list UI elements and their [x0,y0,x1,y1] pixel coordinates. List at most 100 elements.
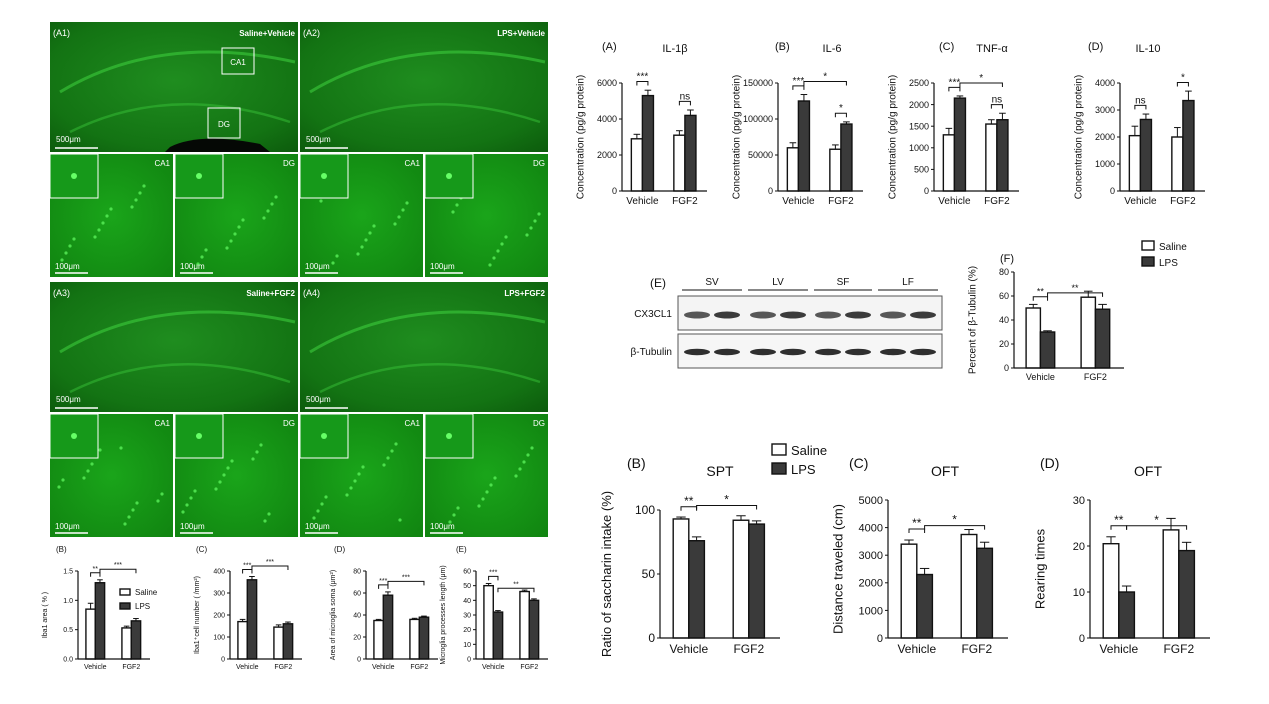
inset-cell [446,433,452,439]
bar-lps [916,573,934,639]
microglia-cell [529,226,533,230]
bar-saline [1162,529,1180,639]
y-tick-label: 4000 [1095,78,1115,88]
chart-cx3cl1: (F) 0 20 40 60 80 Vehicle FGF2 Percent of β-Tubu… [968,240,1187,382]
chart-panel-label: (B) [56,545,67,554]
zoom-image-dg: DG 100μm [424,153,548,277]
significance-bracket [636,81,649,86]
scale-label-100: 100μm [305,522,330,531]
microglia-cell [142,184,146,188]
microglia-cell [335,254,339,258]
bar-saline [960,533,978,639]
y-tick-label: 0 [221,656,225,663]
chart-il10: (D) IL-10 0 1000 2000 3000 4000 Vehicle FGF2 Conc… [1074,41,1205,207]
microglia-cell [393,222,397,226]
bar-saline [786,147,800,192]
y-tick-label: 60 [353,590,361,597]
zoom-image-ca1: CA1 100μm [49,153,173,277]
y-axis-label: Area of microglia soma (μm²) [330,570,337,660]
y-tick-label: 0 [1004,363,1009,373]
microglia-cell [57,485,61,489]
significance-label: ns [1135,95,1146,106]
microglia-cell [530,446,534,450]
y-tick-label: 200 [213,612,225,619]
band-tubulin [845,348,871,356]
x-tick-label: Vehicle [482,664,505,671]
significance-bracket [924,525,986,530]
western-panel-label: (E) [650,276,666,290]
microglia-cell [500,242,504,246]
protein-label-tubulin: β-Tubulin [630,347,672,358]
microglia-cell [230,459,234,463]
x-tick-label: Vehicle [236,664,259,671]
bar-saline [732,519,750,639]
microglia-cell [451,210,455,214]
x-tick-label: FGF2 [828,196,854,207]
y-tick-label: 0 [648,631,655,645]
zoom-image-dg: DG 100μm [424,413,548,537]
lane-label-sf: SF [837,277,850,288]
microglia-cell [386,456,390,460]
zoom-region-label: DG [283,159,295,168]
chart-panel-label: (C) [196,545,207,554]
zoom-region-label: DG [533,159,545,168]
microglia-cell [98,448,102,452]
bar-saline [1128,134,1142,192]
x-tick-label: FGF2 [1084,372,1107,382]
zoom-region-label: CA1 [404,419,420,428]
scale-label-100: 100μm [430,522,455,531]
microglia-cell [82,476,86,480]
chart-panel-label: (A) [602,41,617,53]
band-tubulin [780,348,806,356]
significance-bracket [488,575,499,581]
chart-panel-label: (D) [1040,455,1059,471]
microglia-cell [229,239,233,243]
group-label: Saline+FGF2 [246,289,295,298]
x-tick-label: Vehicle [1099,642,1138,656]
significance-bracket [90,572,101,577]
scale-label-100: 100μm [180,522,205,531]
bar-lps [282,623,294,660]
band-tubulin [880,348,906,356]
zoom-region-label: DG [283,419,295,428]
microglia-cell [525,233,529,237]
microglia-cell [233,232,237,236]
y-axis-label: Rearing times [1032,528,1047,609]
bar-lps [953,97,967,192]
band-cx3cl1 [815,311,841,319]
y-tick-label: 400 [213,568,225,575]
significance-bracket [990,104,1003,109]
significance-bracket [678,100,691,106]
panel-label: (A2) [303,28,320,38]
microglia-cell [397,215,401,219]
significance-bracket [792,85,805,90]
bar-lps [94,582,106,660]
bar-lps [1178,549,1196,639]
microglia-cell [481,497,485,501]
microglia-cell [372,224,376,228]
band-cx3cl1 [750,311,776,319]
x-tick-label: Vehicle [1124,196,1157,207]
bar-lps [1118,591,1136,639]
significance-label: ns [680,91,691,102]
y-axis-label: Microglia processes length (μm) [440,565,447,664]
significance-label: * [1154,513,1159,527]
bar-lps [976,547,994,639]
legend-swatch-lps [119,602,131,610]
chart-iba1_area: (B) 0.0 0.5 1.0 1.5 Vehicle FGF2 Iba1 area ( % … [42,545,158,671]
significance-label: * [724,493,729,507]
zoom-region-label: CA1 [154,159,170,168]
y-tick-label: 100 [213,634,225,641]
microglia-cell [455,203,459,207]
microglia-cell [320,502,324,506]
bar-lps [528,599,540,660]
significance-label: *** [402,574,410,581]
y-tick-label: 2000 [909,100,929,110]
significance-label: ** [1114,513,1124,527]
significance-bracket [497,587,535,593]
scale-label-100: 100μm [55,262,80,271]
protein-label-cx3cl1: CX3CL1 [634,309,672,320]
microglia-cell [105,214,109,218]
x-tick-label: FGF2 [733,642,764,656]
